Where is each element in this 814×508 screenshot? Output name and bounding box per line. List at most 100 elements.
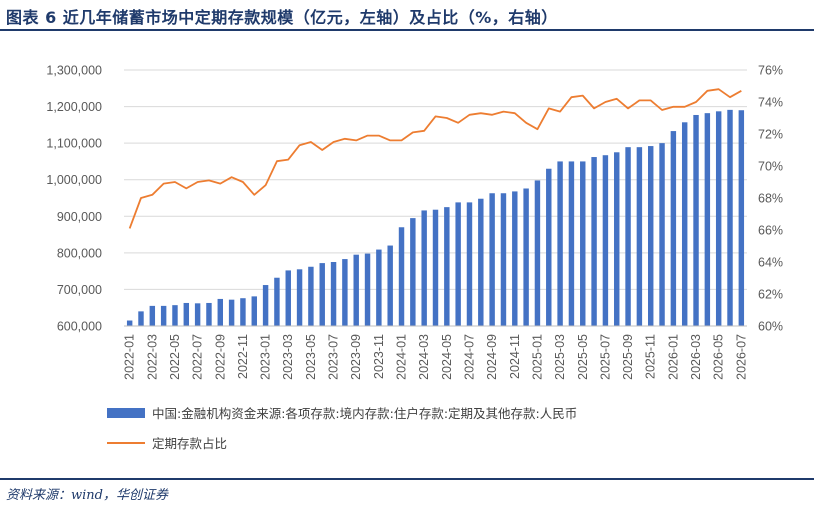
line-series	[128, 88, 742, 229]
x-tick-label: 2024-09	[485, 334, 499, 380]
bar	[364, 253, 371, 326]
source-note: 资料来源：wind，华创证券	[6, 488, 168, 503]
x-tick-label: 2026-01	[666, 334, 680, 380]
bar	[138, 311, 144, 326]
bar	[296, 269, 303, 326]
bar	[625, 147, 631, 326]
left-tick-label: 1,200,000	[46, 100, 102, 114]
bar	[670, 131, 677, 326]
legend: 中国:金融机构资金来源:各项存款:境内存款:住户存款:定期及其他存款:人民币定期…	[107, 406, 577, 451]
x-tick-label: 2025-05	[576, 334, 590, 380]
bar	[704, 113, 711, 326]
x-tick-label: 2024-11	[508, 334, 522, 379]
bar	[523, 188, 529, 326]
x-tick-label: 2022-01	[123, 334, 137, 380]
right-tick-label: 68%	[758, 192, 783, 206]
x-tick-label: 2026-05	[712, 334, 726, 380]
x-tick-label: 2024-01	[395, 334, 409, 380]
title-divider	[0, 29, 814, 31]
bar	[285, 270, 291, 326]
right-tick-label: 60%	[758, 320, 783, 334]
left-tick-label: 1,300,000	[46, 64, 102, 78]
x-tick-label: 2023-09	[349, 334, 363, 380]
bar	[455, 202, 461, 326]
bar	[659, 143, 665, 326]
bar	[681, 122, 688, 326]
bar	[376, 249, 382, 326]
bar	[194, 303, 201, 326]
bar	[353, 254, 359, 326]
bar	[557, 161, 563, 326]
bar	[421, 210, 427, 326]
bar	[738, 110, 745, 326]
x-tick-label: 2023-07	[327, 334, 341, 380]
bar	[308, 266, 314, 326]
bar	[228, 299, 235, 326]
x-tick-label: 2023-05	[304, 334, 318, 380]
legend-line-label: 定期存款占比	[152, 436, 227, 451]
bar	[398, 227, 405, 326]
bar	[478, 198, 484, 326]
bar	[693, 114, 699, 327]
bar	[149, 305, 156, 326]
x-axis: 2022-01 2022-03 2022-05 2022-07 2022-09 2022-…	[123, 325, 748, 380]
bar	[342, 259, 348, 326]
x-tick-label: 2024-05	[440, 334, 454, 380]
legend-bar-label: 中国:金融机构资金来源:各项存款:境内存款:住户存款:定期及其他存款:人民币	[152, 406, 577, 421]
x-tick-label: 2022-05	[168, 334, 182, 380]
x-tick-label: 2026-07	[734, 334, 748, 380]
x-tick-label: 2023-03	[281, 334, 295, 380]
bar	[432, 209, 439, 326]
bar	[534, 180, 541, 326]
bar	[330, 262, 337, 326]
bar	[715, 111, 722, 326]
bar	[160, 305, 167, 326]
x-tick-label: 2025-11	[644, 334, 658, 379]
bar	[512, 191, 518, 326]
source-divider	[0, 478, 814, 480]
bar	[489, 193, 495, 326]
bar-series	[126, 109, 745, 327]
bar	[444, 207, 450, 326]
bar	[183, 302, 190, 326]
left-axis-ticks: 600,000 700,000 800,000 900,000 1,000,000 1,1…	[46, 64, 102, 334]
x-tick-label: 2024-03	[417, 334, 431, 380]
bar	[217, 298, 224, 326]
bar	[240, 298, 246, 326]
bar	[319, 263, 325, 326]
left-tick-label: 600,000	[57, 320, 102, 334]
share-line	[128, 88, 742, 229]
bar	[387, 245, 393, 326]
x-tick-label: 2022-07	[191, 334, 205, 380]
bar	[591, 157, 597, 326]
left-tick-label: 1,100,000	[46, 137, 102, 151]
bar	[602, 155, 609, 326]
bar	[206, 302, 212, 326]
bar	[466, 202, 473, 326]
figure-title: 图表 6 近几年储蓄市场中定期存款规模（亿元，左轴）及占比（%，右轴）	[6, 8, 558, 27]
bar	[410, 218, 416, 326]
x-tick-label: 2026-03	[689, 334, 703, 380]
left-tick-label: 900,000	[57, 210, 102, 224]
right-tick-label: 74%	[758, 96, 783, 110]
right-tick-label: 76%	[758, 64, 783, 78]
bar	[636, 147, 643, 326]
right-axis-ticks: 60% 62% 64% 66% 68% 70% 72% 74% 76%	[758, 64, 783, 334]
bar	[727, 109, 733, 326]
x-tick-label: 2022-11	[236, 334, 250, 379]
bar	[500, 193, 507, 326]
bar	[568, 161, 575, 326]
bar	[251, 296, 257, 326]
x-tick-label: 2025-09	[621, 334, 635, 380]
x-tick-label: 2023-11	[372, 334, 386, 379]
chart: 600,000 700,000 800,000 900,000 1,000,000 1,1…	[46, 64, 783, 452]
bar	[126, 320, 133, 326]
x-tick-label: 2023-01	[259, 334, 273, 380]
bar	[262, 285, 269, 326]
left-tick-label: 800,000	[57, 246, 102, 260]
right-tick-label: 62%	[758, 288, 783, 302]
x-tick-label: 2022-03	[145, 334, 159, 380]
left-tick-label: 1,000,000	[46, 173, 102, 187]
right-tick-label: 64%	[758, 256, 783, 270]
left-tick-label: 700,000	[57, 283, 102, 297]
